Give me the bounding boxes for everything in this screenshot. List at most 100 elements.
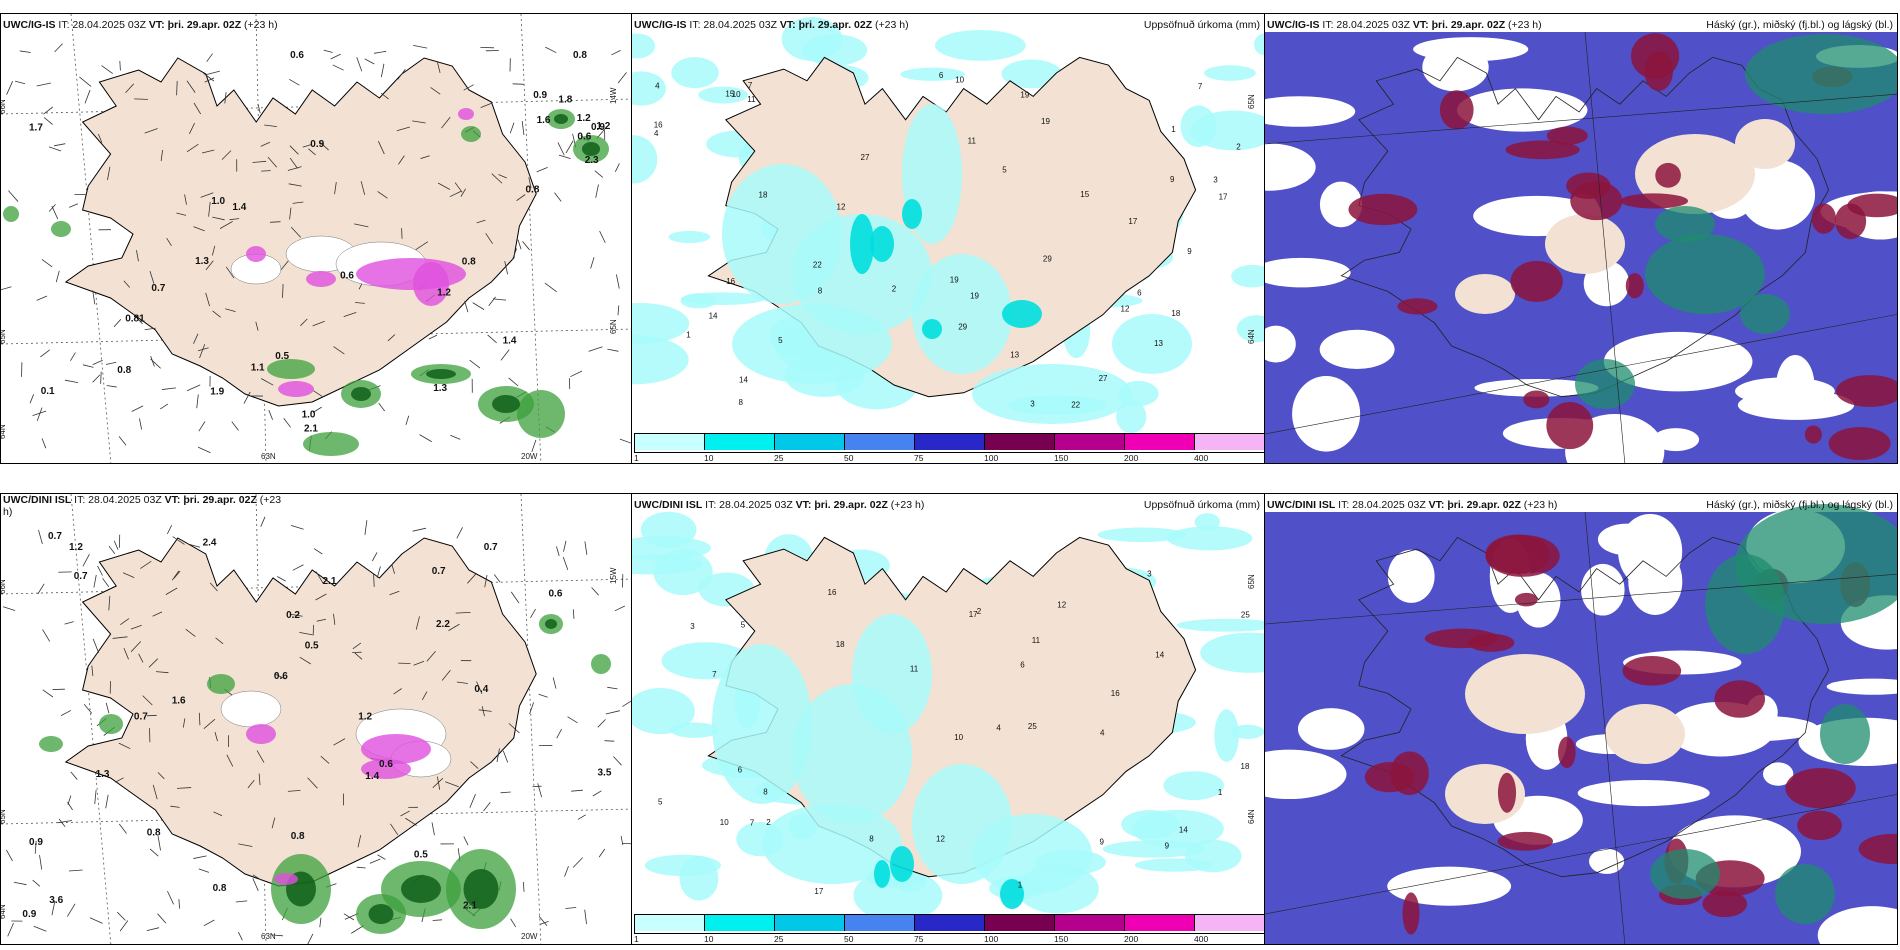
rain-core: [368, 904, 394, 924]
mid-cloud-area: [1348, 193, 1418, 226]
mid-cloud-area: [1630, 33, 1680, 79]
iceland-land: [64, 57, 537, 407]
precip-area: [1231, 724, 1264, 739]
wind-barb: [201, 149, 215, 154]
wind-barb: [38, 529, 43, 545]
wind-barb: [400, 810, 410, 817]
colorbar-tick-label: 150: [1054, 934, 1069, 944]
wind-barb: [36, 82, 51, 87]
wind-barb: [260, 141, 271, 147]
wind-barb: [173, 570, 181, 579]
wind-barb: [224, 92, 227, 104]
high-cloud-area: [1655, 206, 1715, 242]
precip-value-label: 0.6: [549, 589, 563, 600]
precip-value-label: 0.81: [125, 313, 145, 324]
map-panel-ig-is-precip: UWC/IG-IS IT: 28.04.2025 03Z VT: þri. 29…: [0, 13, 632, 464]
wind-barb: [287, 166, 302, 171]
wind-barb: [271, 934, 283, 937]
wind-barb: [500, 791, 511, 794]
wind-barb: [229, 218, 240, 221]
wind-barb: [364, 58, 375, 65]
wind-barb: [288, 183, 302, 187]
wind-barb: [508, 723, 520, 734]
wind-barb: [472, 302, 485, 310]
axis-label: 65N: [1, 329, 7, 344]
rain-core: [554, 114, 568, 124]
precip-value-label: 0.9: [29, 837, 43, 848]
accum-value-label: 1: [1218, 788, 1223, 797]
wind-barb: [594, 170, 604, 178]
wind-barb: [343, 312, 357, 317]
wind-barb: [171, 570, 180, 581]
precip-area: [1167, 526, 1253, 551]
wind-barb: [193, 102, 202, 115]
colorbar-segment: [705, 434, 775, 450]
clear-sky-area: [1739, 159, 1816, 230]
accum-value-label: 3: [1030, 400, 1035, 409]
precip-value-label: 0.8: [213, 883, 227, 894]
clear-sky-area: [1762, 762, 1794, 786]
wind-barb: [258, 773, 261, 786]
precip-value-label: 0.8: [526, 184, 540, 195]
wind-barb: [289, 207, 292, 220]
wind-barb: [51, 205, 59, 220]
accum-value-label: 2: [977, 607, 982, 616]
wind-barb: [102, 578, 110, 588]
wind-barb: [445, 781, 459, 788]
colorbar: [634, 433, 1264, 453]
clear-land: [1545, 214, 1625, 274]
wind-barb: [469, 359, 481, 369]
precip-value-label: 0.7: [151, 283, 165, 294]
wind-barb: [105, 702, 110, 714]
wind-barb: [483, 802, 491, 812]
wind-barb: [289, 145, 299, 155]
precip-area-heavy: [870, 226, 894, 262]
precip-value-label: 2.3: [585, 155, 599, 166]
axis-label: 63N: [261, 452, 276, 461]
wind-barb: [157, 836, 161, 851]
clear-sky-area: [1652, 428, 1700, 452]
wind-barb: [449, 190, 462, 198]
wind-barb: [456, 681, 468, 684]
rain-core: [351, 387, 371, 401]
precip-area: [670, 722, 719, 738]
wind-barb: [498, 174, 507, 179]
wind-barb: [199, 344, 206, 359]
accum-value-label: 14: [709, 312, 718, 321]
wind-barb: [189, 543, 201, 548]
precip-value-label: 0.8: [573, 50, 587, 61]
wind-barb: [588, 346, 603, 352]
precip-value-label: 1.0: [211, 196, 225, 207]
axis-label: 14W: [609, 87, 618, 104]
wind-barb: [532, 785, 542, 788]
graticule-line: [1265, 314, 1897, 435]
accum-value-label: 22: [813, 260, 822, 269]
wind-barb: [437, 182, 451, 190]
accum-value-label: 4: [1100, 728, 1105, 737]
wind-barb: [292, 564, 304, 571]
accum-value-label: 15: [725, 90, 734, 99]
wind-barb: [226, 754, 234, 767]
mid-cloud-area: [1570, 181, 1623, 221]
wind-barb: [39, 854, 43, 870]
wind-barb: [89, 917, 103, 924]
wind-barb: [8, 190, 19, 202]
precip-value-label: 0.7: [74, 571, 88, 582]
colorbar-segment: [915, 915, 985, 931]
clear-land: [1455, 274, 1515, 314]
precip-value-label: 0.8: [147, 828, 161, 839]
wind-barb: [502, 750, 509, 763]
wind-barb: [398, 155, 405, 165]
precip-area: [1001, 59, 1062, 89]
wind-barb: [149, 271, 155, 284]
wind-barb: [84, 89, 91, 104]
wind-barb: [219, 221, 233, 229]
wind-barb: [166, 525, 173, 535]
clear-sky-area: [1265, 143, 1316, 191]
colorbar-segment: [1125, 434, 1195, 450]
wind-barb: [504, 261, 508, 275]
wind-barb: [144, 128, 158, 134]
colorbar-tick-label: 10: [704, 453, 714, 463]
wind-barb: [146, 927, 160, 932]
wind-barb: [64, 621, 74, 625]
